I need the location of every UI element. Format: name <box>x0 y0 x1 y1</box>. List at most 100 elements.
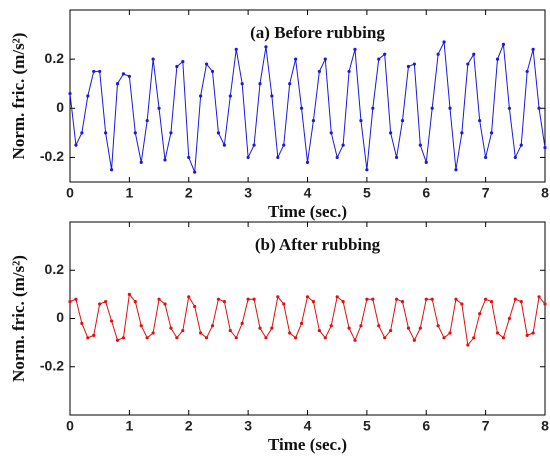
data-point <box>127 292 131 296</box>
data-point <box>519 143 523 147</box>
data-point <box>412 338 416 342</box>
data-point <box>412 62 416 66</box>
data-point <box>157 106 161 110</box>
data-point <box>145 118 149 123</box>
data-point <box>181 60 185 64</box>
data-point <box>531 331 535 335</box>
x-tick-label: 7 <box>482 185 490 201</box>
y-tick-label: -0.2 <box>40 357 64 373</box>
data-point <box>187 155 191 160</box>
x-tick-label: 6 <box>422 185 430 201</box>
data-point <box>442 336 446 340</box>
x-tick-label: 4 <box>304 418 312 434</box>
data-point <box>513 155 517 160</box>
data-point <box>353 338 357 342</box>
data-point <box>121 336 126 340</box>
data-point <box>204 336 209 340</box>
data-point <box>163 302 167 306</box>
data-point <box>513 297 517 301</box>
x-tick-label: 3 <box>244 418 252 434</box>
data-point <box>133 131 137 135</box>
data-point <box>252 297 256 301</box>
data-point <box>92 69 96 74</box>
data-point <box>448 106 452 110</box>
data-point <box>472 336 476 340</box>
data-point <box>282 302 286 306</box>
x-axis-label: Time (sec.) <box>268 435 347 454</box>
data-point <box>359 118 363 123</box>
data-point <box>282 143 286 147</box>
data-point <box>341 300 345 304</box>
data-point <box>460 131 464 135</box>
data-point <box>145 336 149 340</box>
data-point <box>371 106 375 110</box>
data-point <box>311 118 316 123</box>
data-point <box>264 336 268 340</box>
data-point <box>341 143 345 147</box>
data-point <box>484 297 488 301</box>
data-point <box>98 302 102 306</box>
y-tick-label: 0.2 <box>45 261 65 277</box>
data-point <box>288 82 292 86</box>
data-point <box>175 336 179 340</box>
x-tick-label: 2 <box>185 418 193 434</box>
data-point <box>466 343 470 347</box>
data-point <box>507 316 511 321</box>
data-point <box>115 338 120 342</box>
data-point <box>252 143 256 147</box>
data-point <box>104 131 108 135</box>
y-tick-label: 0 <box>56 309 64 325</box>
data-point <box>234 336 238 340</box>
x-tick-label: 8 <box>541 418 549 434</box>
y-axis-label: Norm. fric. (m/s²) <box>9 33 28 160</box>
data-point <box>240 321 244 325</box>
data-point <box>424 297 428 301</box>
data-point <box>507 106 511 110</box>
data-point <box>329 131 333 135</box>
x-tick-label: 0 <box>66 185 74 201</box>
data-point <box>151 57 155 61</box>
data-point <box>323 57 327 61</box>
data-point <box>216 297 221 301</box>
data-point <box>495 57 500 61</box>
data-point <box>294 57 298 61</box>
data-point <box>347 69 351 74</box>
data-point <box>394 297 399 301</box>
data-point <box>317 328 321 333</box>
data-point <box>347 326 351 330</box>
data-point <box>264 45 268 49</box>
data-point <box>359 324 363 328</box>
data-point <box>543 146 547 150</box>
data-point <box>151 331 155 335</box>
data-point <box>86 94 90 98</box>
data-point <box>199 331 203 335</box>
data-point <box>68 91 72 96</box>
data-point <box>311 300 316 304</box>
data-point <box>258 82 262 86</box>
data-point <box>133 300 137 304</box>
data-point <box>305 295 310 299</box>
data-point <box>80 131 84 135</box>
data-point <box>454 168 458 172</box>
x-tick-label: 6 <box>422 418 430 434</box>
data-point <box>323 336 327 340</box>
x-tick-label: 1 <box>125 185 133 201</box>
data-point <box>424 160 428 164</box>
x-axis-label: Time (sec.) <box>268 202 347 221</box>
data-point <box>525 69 529 74</box>
data-point <box>454 297 458 301</box>
data-point <box>228 328 232 333</box>
chart-title: (b) After rubbing <box>255 235 381 254</box>
data-point <box>204 62 209 66</box>
data-point <box>478 118 482 123</box>
data-point <box>472 52 476 56</box>
data-point <box>377 57 381 61</box>
data-point <box>157 297 161 301</box>
data-point <box>519 300 523 304</box>
data-point <box>353 47 357 51</box>
data-point <box>389 131 393 135</box>
data-point <box>501 42 506 47</box>
y-tick-label: 0 <box>56 99 64 115</box>
data-point <box>270 326 274 330</box>
data-point <box>216 131 221 135</box>
